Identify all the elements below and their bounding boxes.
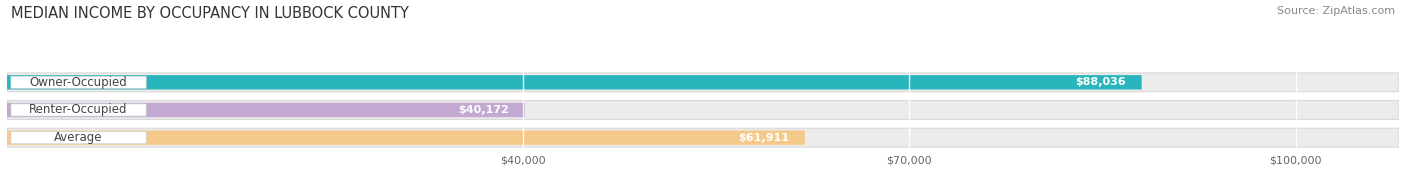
Text: $40,172: $40,172 (458, 105, 509, 115)
FancyBboxPatch shape (7, 101, 1399, 119)
Text: MEDIAN INCOME BY OCCUPANCY IN LUBBOCK COUNTY: MEDIAN INCOME BY OCCUPANCY IN LUBBOCK CO… (11, 6, 409, 21)
Text: $61,911: $61,911 (738, 133, 790, 143)
FancyBboxPatch shape (7, 128, 1399, 147)
FancyBboxPatch shape (7, 131, 806, 145)
FancyBboxPatch shape (7, 75, 1142, 90)
Text: Source: ZipAtlas.com: Source: ZipAtlas.com (1277, 6, 1395, 16)
Text: Average: Average (55, 131, 103, 144)
FancyBboxPatch shape (7, 73, 1399, 92)
FancyBboxPatch shape (11, 132, 146, 144)
FancyBboxPatch shape (11, 104, 146, 116)
FancyBboxPatch shape (7, 103, 524, 117)
Text: $88,036: $88,036 (1076, 77, 1126, 87)
Text: Renter-Occupied: Renter-Occupied (30, 103, 128, 116)
FancyBboxPatch shape (11, 76, 146, 88)
Text: Owner-Occupied: Owner-Occupied (30, 76, 128, 89)
